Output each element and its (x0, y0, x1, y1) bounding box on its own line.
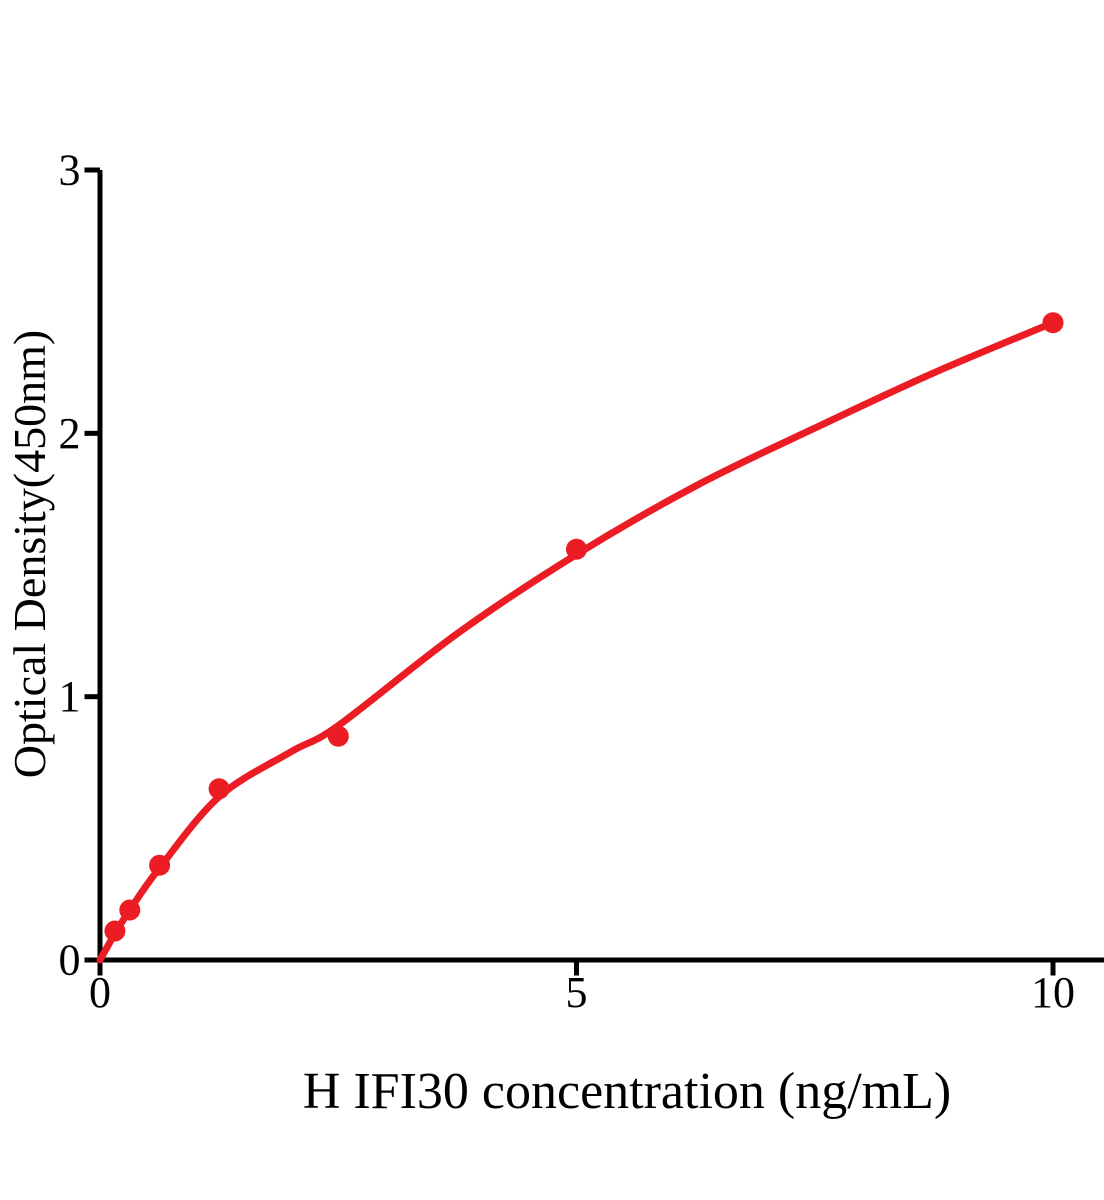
data-point (104, 920, 126, 942)
y-tick-label: 2 (59, 409, 81, 458)
data-point (566, 538, 587, 560)
x-axis-title: H IFI30 concentration (ng/mL) (302, 1063, 952, 1120)
x-tick-label: 10 (1031, 968, 1075, 1017)
x-tick-label: 5 (566, 968, 588, 1017)
data-point (208, 778, 230, 800)
y-axis-title: Optical Density(450nm) (4, 329, 55, 779)
data-point (119, 899, 141, 921)
data-point (149, 854, 171, 876)
data-point (327, 725, 349, 747)
data-point (1042, 312, 1064, 334)
x-tick-label: 0 (89, 968, 111, 1017)
y-tick-label: 1 (59, 672, 81, 721)
y-tick-label: 3 (59, 146, 81, 195)
fitted-curve-line (96, 319, 1057, 964)
y-tick-label: 0 (59, 936, 81, 985)
